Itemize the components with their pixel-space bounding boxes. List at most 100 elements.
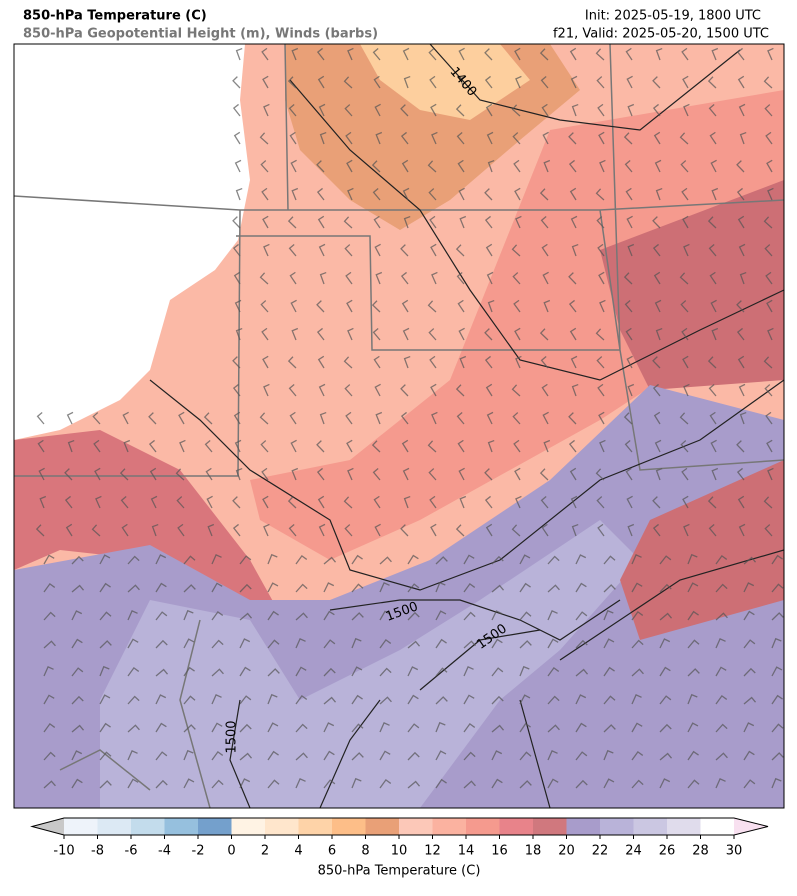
wind-barb: [511, 384, 521, 397]
wind-barb: [599, 439, 606, 453]
wind-barb: [511, 104, 521, 117]
wind-barb: [428, 188, 437, 201]
wind-barb: [429, 215, 437, 229]
wind-barb: [715, 555, 728, 565]
wind-barb: [205, 467, 213, 481]
wind-barb: [239, 583, 252, 593]
wind-barb: [351, 752, 364, 761]
colorbar-tick-label: 26: [659, 844, 676, 859]
wind-barb: [239, 752, 253, 761]
wind-barb: [371, 440, 381, 453]
wind-barb: [148, 412, 157, 425]
wind-barb: [513, 299, 521, 313]
wind-barb: [765, 411, 773, 425]
wind-barb: [290, 159, 297, 173]
wind-barb: [463, 666, 474, 677]
wind-barb: [570, 355, 578, 369]
wind-barb: [207, 523, 215, 537]
wind-barb: [627, 103, 635, 117]
wind-barb: [767, 467, 774, 481]
wind-barb: [287, 356, 297, 369]
wind-barb: [235, 47, 243, 61]
wind-barb: [659, 612, 673, 621]
wind-barb: [430, 523, 437, 537]
wind-barb: [764, 524, 773, 537]
wind-barb: [542, 271, 549, 285]
wind-barb: [486, 131, 494, 145]
wind-barb: [487, 159, 495, 173]
wind-barb: [627, 383, 635, 397]
colorbar-tick-label: -4: [158, 844, 171, 859]
wind-barb: [512, 132, 521, 145]
colorbar-tick-label: 20: [558, 844, 575, 859]
wind-barb: [239, 555, 252, 565]
wind-barb: [743, 667, 756, 677]
wind-barb: [540, 215, 549, 229]
wind-barb: [127, 695, 140, 705]
wind-barb: [155, 582, 167, 593]
wind-barb: [175, 468, 185, 481]
wind-barb: [771, 583, 784, 593]
wind-barb: [743, 582, 755, 593]
wind-barb: [407, 780, 421, 789]
colorbar-segment: [97, 818, 131, 835]
wind-barb: [513, 159, 521, 173]
wind-barb: [568, 412, 577, 425]
wind-barb: [596, 76, 605, 89]
wind-barb: [232, 216, 241, 229]
wind-barb: [743, 610, 755, 621]
wind-barb: [603, 749, 614, 761]
colorbar-tick-label: -8: [91, 844, 104, 859]
wind-barb: [708, 523, 717, 537]
wind-barb: [519, 582, 531, 593]
wind-barb: [463, 583, 476, 593]
wind-barb: [375, 131, 383, 145]
wind-barb: [455, 384, 465, 397]
wind-barb: [595, 188, 605, 201]
wind-barb: [765, 131, 773, 145]
wind-barb: [680, 440, 689, 453]
wind-barb: [343, 356, 353, 369]
wind-barb: [515, 215, 522, 229]
wind-barb: [287, 216, 297, 229]
wind-barb: [571, 243, 579, 257]
colorbar-tick-label: 6: [328, 844, 336, 859]
colorbar-under: [32, 818, 64, 835]
wind-barb: [771, 777, 782, 789]
wind-barb: [290, 439, 297, 453]
wind-barb: [631, 582, 643, 593]
colorbar-tick-label: -6: [125, 844, 138, 859]
wind-barb: [323, 556, 337, 565]
wind-barb: [681, 47, 689, 61]
wind-barb: [624, 159, 633, 173]
wind-barb: [681, 187, 689, 201]
wind-barb: [568, 439, 577, 453]
wind-barb: [351, 612, 364, 621]
wind-barb: [260, 440, 269, 453]
wind-barb: [512, 412, 521, 425]
wind-barb: [654, 299, 662, 313]
wind-barb: [239, 666, 251, 677]
wind-barb: [317, 355, 325, 369]
wind-barb: [43, 640, 56, 649]
wind-barb: [400, 244, 409, 257]
wind-barb: [431, 271, 438, 285]
wind-barb: [316, 440, 325, 453]
wind-barb: [375, 271, 383, 285]
wind-barb: [345, 411, 353, 425]
wind-barb: [491, 724, 505, 733]
contour: [149, 379, 784, 591]
wind-barb: [431, 131, 438, 145]
wind-barb: [491, 610, 503, 621]
wind-barb: [267, 639, 280, 649]
wind-barb: [631, 722, 643, 733]
wind-barb: [739, 271, 747, 285]
wind-barb: [343, 76, 353, 89]
wind-barb: [514, 467, 521, 481]
wind-barb: [344, 524, 353, 537]
fill: [600, 180, 784, 390]
wind-barb: [682, 215, 689, 229]
wind-barb: [267, 750, 279, 761]
wind-barb: [511, 524, 521, 537]
wind-barb: [547, 555, 560, 565]
